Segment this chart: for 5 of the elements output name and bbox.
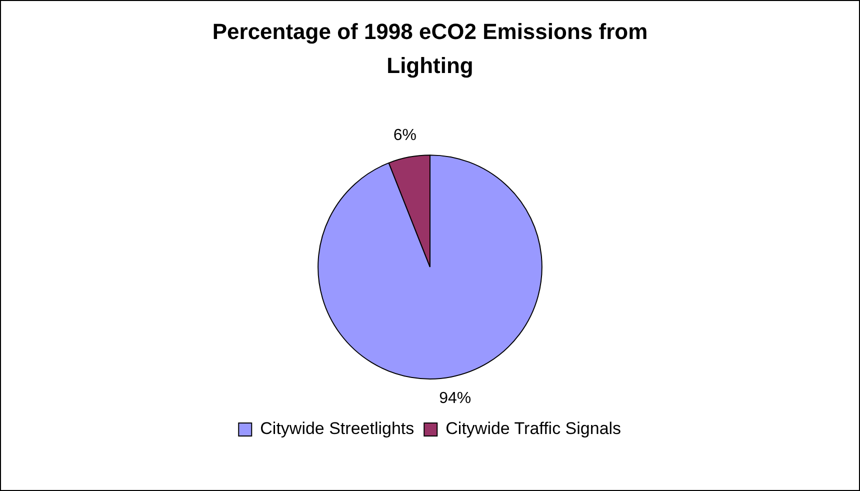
data-label: 94%	[439, 390, 472, 407]
chart-title: Percentage of 1998 eCO2 Emissions from Lighting	[211, 18, 649, 80]
legend-label: Citywide Traffic Signals	[446, 419, 622, 438]
data-label: 6%	[393, 126, 416, 144]
legend-label: Citywide Streetlights	[260, 419, 414, 438]
